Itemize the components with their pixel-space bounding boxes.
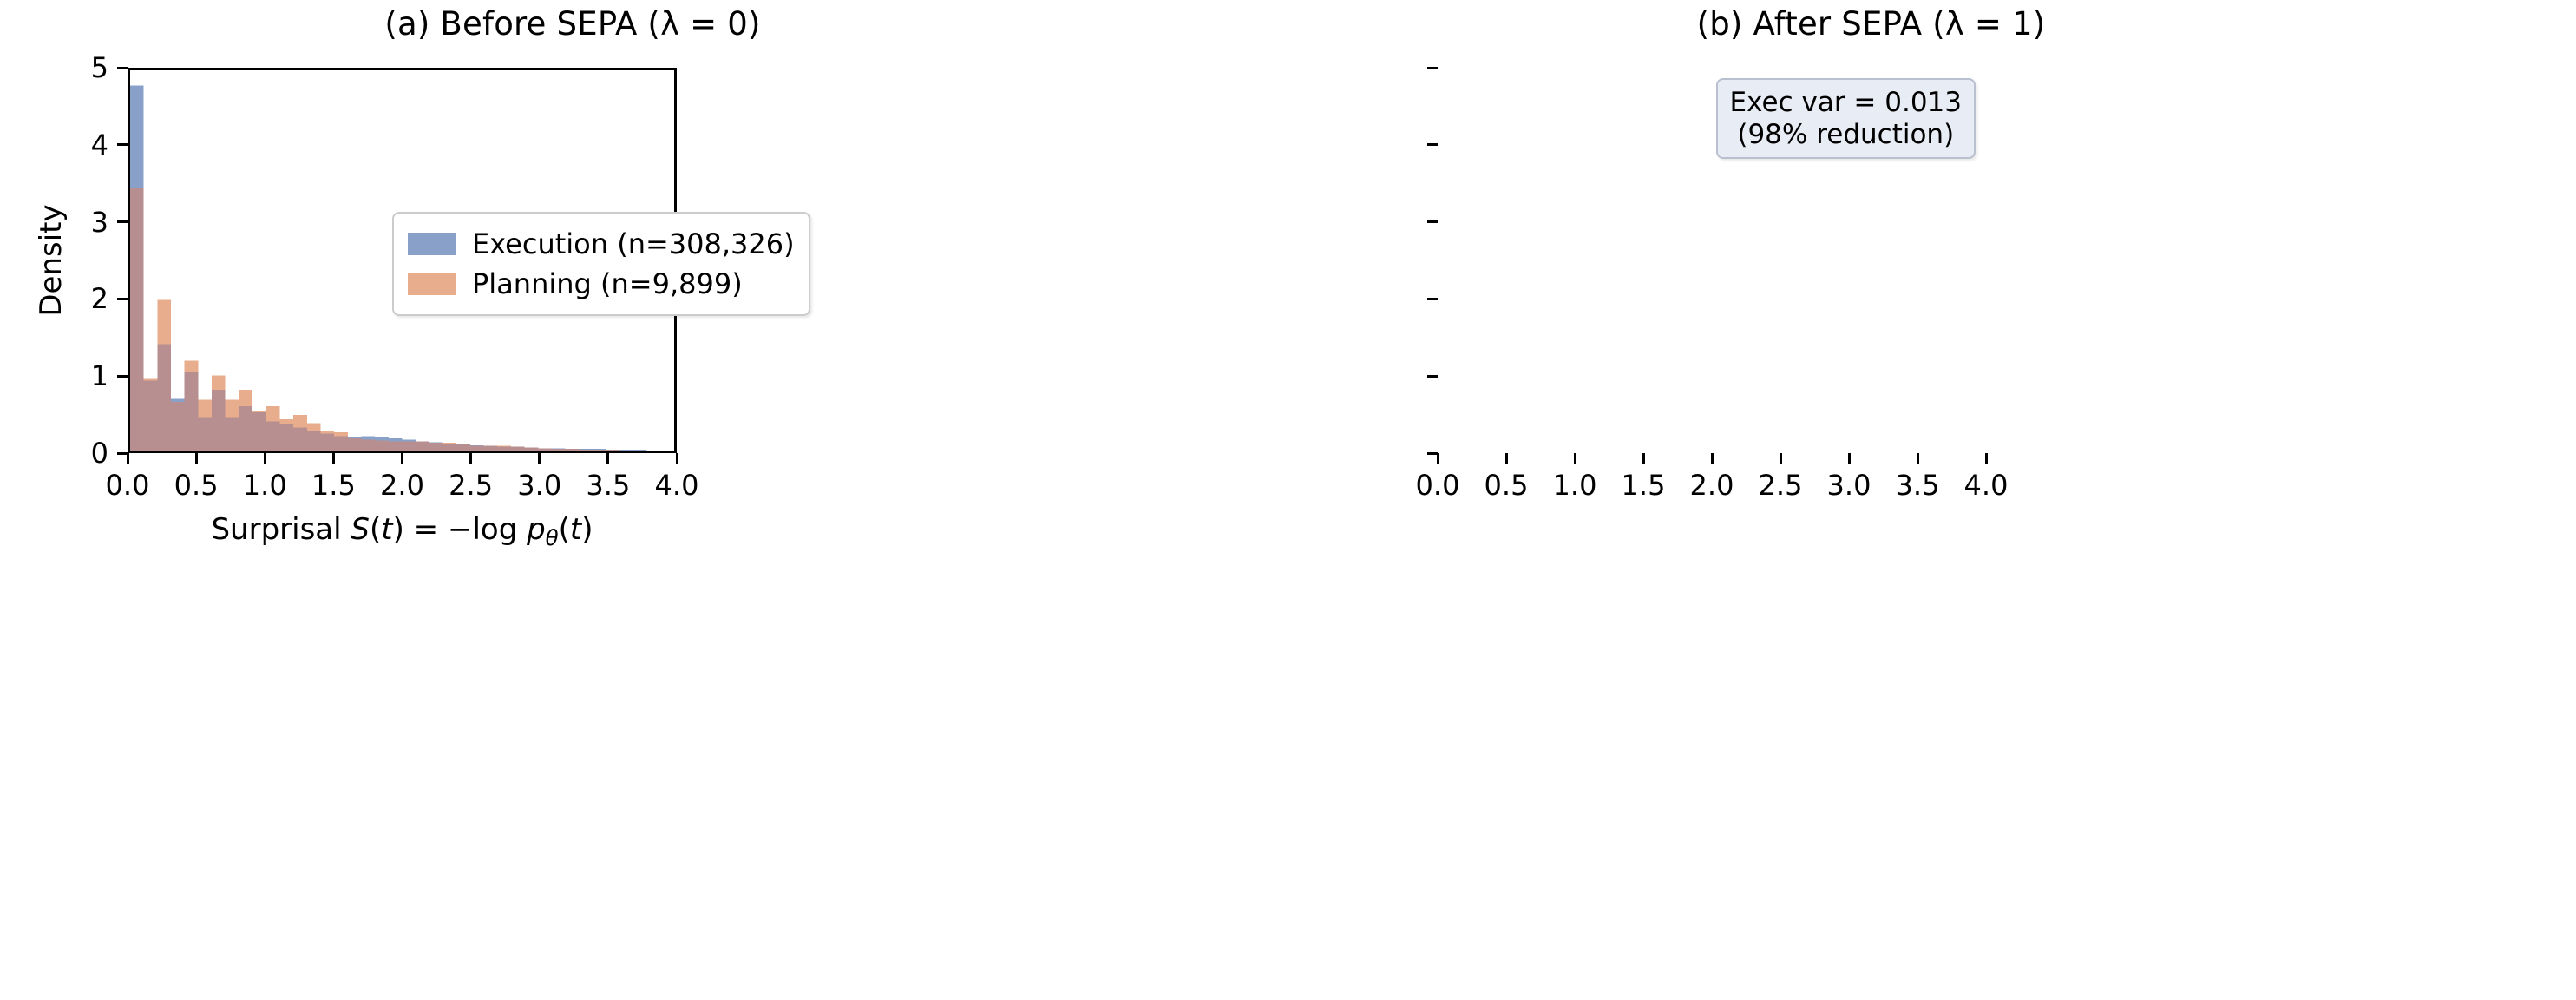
x-tick-label: 2.5 [449, 469, 494, 502]
panel-a-ylabel: Density [34, 204, 69, 317]
y-tickmark [1427, 143, 1438, 147]
panel-a: (a) Before SEPA (λ = 0) Density Surprisa… [34, 5, 810, 550]
x-tick-label: 0.5 [1484, 469, 1529, 502]
legend-item[interactable]: Execution (n=308,326) [408, 224, 795, 264]
x-tickmark [1984, 453, 1988, 464]
x-tick-label: 2.0 [380, 469, 424, 502]
x-tick-label: 0.5 [174, 469, 219, 502]
legend-label-planning: Planning (n=9,899) [472, 267, 743, 300]
x-tick-label: 1.0 [1552, 469, 1597, 502]
y-tickmark [1427, 297, 1438, 300]
y-tickmark [1427, 220, 1438, 224]
x-tick-label: 2.5 [1758, 469, 1803, 502]
x-tickmark [1847, 453, 1851, 464]
x-tick-label: 0.0 [1415, 469, 1460, 502]
y-tick-label: 5 [90, 51, 108, 84]
y-tick-label: 2 [90, 282, 108, 316]
x-tickmark [1779, 453, 1782, 464]
y-tickmark [117, 66, 128, 69]
x-tick-label: 4.0 [654, 469, 699, 502]
y-tickmark [117, 220, 128, 224]
x-tick-label: 2.0 [1689, 469, 1734, 502]
x-tick-label: 4.0 [1963, 469, 2009, 502]
x-tickmark [263, 453, 266, 464]
y-tickmark [117, 451, 128, 455]
y-tickmark [117, 374, 128, 378]
panel-a-title: (a) Before SEPA (λ = 0) [384, 5, 761, 43]
y-tickmark [1427, 66, 1438, 69]
x-tick-label: 3.0 [1826, 469, 1871, 502]
legend-item[interactable]: Planning (n=9,899) [408, 264, 795, 304]
x-tick-label: 1.0 [242, 469, 287, 502]
x-tickmark [1710, 453, 1714, 464]
y-tick-label: 1 [90, 359, 108, 393]
y-tick-label: 3 [90, 205, 108, 239]
panel-b: (b) After SEPA (λ = 1) Surprisal S(t) Ex… [1301, 0, 2576, 1000]
legend-label-execution: Execution (n=308,326) [472, 227, 795, 260]
x-tickmark [469, 453, 473, 464]
panel-b-annotation: Exec var = 0.013 (98% reduction) [1715, 78, 1976, 160]
x-tickmark [331, 453, 335, 464]
panel-a-xlabel: Surprisal S(t) = −log pθ(t) [211, 512, 593, 550]
legend-swatch-planning [408, 273, 456, 295]
y-tick-label: 4 [90, 128, 108, 161]
x-tick-label: 1.5 [1621, 469, 1666, 502]
x-tickmark [1504, 453, 1508, 464]
panel-a-plot-area [130, 85, 647, 451]
y-tickmark [1427, 374, 1438, 378]
x-tickmark [1916, 453, 1919, 464]
y-tick-label: 0 [90, 437, 108, 470]
x-tickmark [1436, 453, 1439, 464]
x-tick-label: 0.0 [105, 469, 150, 502]
x-tick-label: 1.5 [311, 469, 356, 502]
x-tickmark [1573, 453, 1576, 464]
panel-b-title: (b) After SEPA (λ = 1) [1696, 5, 2046, 43]
x-tickmark [401, 453, 403, 464]
y-tickmark [1427, 451, 1438, 455]
y-tickmark [117, 297, 128, 300]
x-tick-label: 3.5 [586, 469, 631, 502]
x-tickmark [538, 453, 541, 464]
y-tickmark [117, 143, 128, 147]
x-tick-label: 3.0 [517, 469, 562, 502]
legend-swatch-execution [408, 233, 456, 255]
panel-a-legend[interactable]: Execution (n=308,326) Planning (n=9,899) [392, 212, 810, 316]
x-tickmark [1642, 453, 1645, 464]
x-tickmark [606, 453, 610, 464]
x-tickmark [675, 453, 678, 464]
x-tickmark [126, 453, 129, 464]
x-tickmark [194, 453, 198, 464]
x-tick-label: 3.5 [1895, 469, 1940, 502]
